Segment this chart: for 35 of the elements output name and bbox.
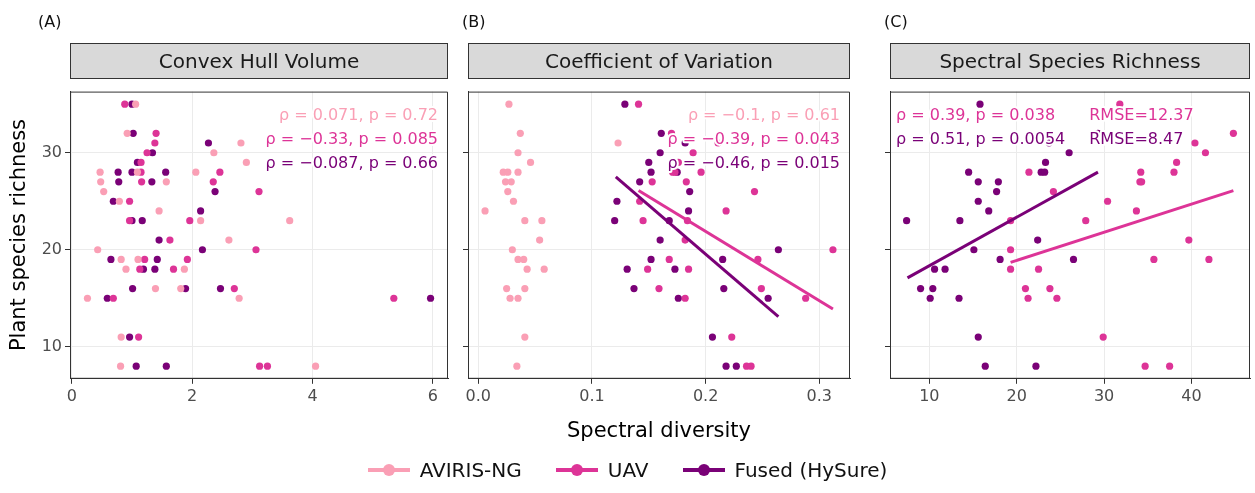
chart-title: Spectral Species Richness — [890, 43, 1250, 79]
x-tick-label: 30 — [1093, 385, 1115, 405]
chart-subtitle: (B) — [462, 12, 486, 31]
x-tick-label: 40 — [1181, 385, 1202, 405]
annotation: ρ = −0.46, p = 0.015 — [667, 152, 840, 172]
annotation: ρ = −0.33, p = 0.085 — [265, 128, 438, 148]
annotation: ρ = 0.51, p = 0.0054 — [896, 128, 1066, 148]
x-tick-label: 6 — [427, 385, 439, 405]
x-tick-label: 0 — [66, 385, 77, 405]
x-tick-label: 0.3 — [806, 385, 833, 405]
annotation: RMSE=8.47 — [1089, 128, 1184, 148]
y-tick-label: 10 — [41, 335, 62, 355]
legend-label: Fused (HySure) — [734, 458, 888, 482]
chart-title: Convex Hull Volume — [70, 43, 448, 79]
x-tick-label: 10 — [919, 385, 940, 405]
x-tick-label: 4 — [307, 385, 318, 405]
chart-title: Coefficient of Variation — [468, 43, 850, 79]
annotation: ρ = 0.071, p = 0.72 — [278, 104, 438, 124]
y-tick-label: 30 — [41, 141, 62, 161]
x-axis-title: Spectral diversity — [567, 418, 751, 442]
chart-subtitle: (A) — [38, 12, 62, 31]
legend-label: AVIRIS-NG — [419, 458, 522, 482]
annotation: RMSE=12.37 — [1089, 104, 1194, 124]
annotation: ρ = 0.39, p = 0.038 — [896, 104, 1056, 124]
x-tick-label: 0.2 — [692, 385, 719, 405]
x-tick-label: 20 — [1006, 385, 1027, 405]
x-tick-label: 0.0 — [465, 385, 491, 405]
legend-label: UAV — [607, 458, 649, 482]
y-tick-label: 20 — [41, 238, 62, 258]
x-tick-label: 0.1 — [579, 385, 605, 405]
annotation: ρ = −0.087, p = 0.66 — [265, 152, 438, 172]
annotation: ρ = −0.1, p = 0.61 — [687, 104, 840, 124]
y-axis-title: Plant species richness — [6, 119, 31, 352]
chart-subtitle: (C) — [884, 12, 908, 31]
x-tick-label: 2 — [187, 385, 198, 405]
